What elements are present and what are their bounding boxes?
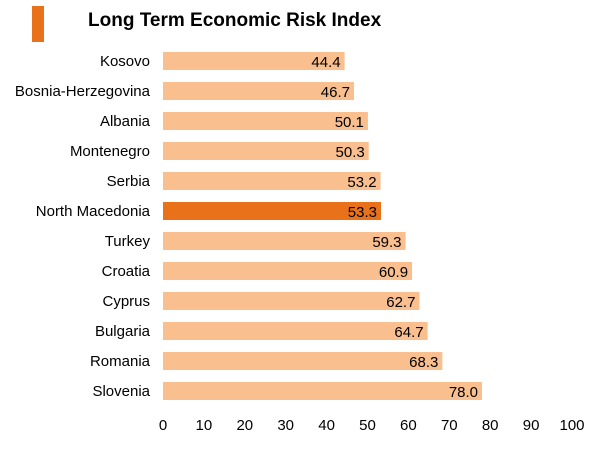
x-tick-label-1: 10 [196, 417, 213, 434]
bar-5 [163, 202, 381, 220]
x-tick-label-5: 50 [359, 417, 376, 434]
bar-6 [163, 232, 406, 250]
bar-8 [163, 292, 420, 310]
x-tick-label-8: 80 [482, 417, 499, 434]
category-label-11: Slovenia [92, 383, 150, 400]
category-label-8: Cyprus [102, 293, 150, 310]
x-tick-label-7: 70 [441, 417, 458, 434]
category-label-2: Albania [100, 113, 151, 130]
value-label-3: 50.3 [336, 144, 365, 161]
x-tick-label-10: 100 [559, 417, 584, 434]
value-label-10: 68.3 [409, 354, 438, 371]
category-label-10: Romania [90, 353, 151, 370]
bar-0 [163, 52, 345, 70]
title-accent-bar [32, 6, 44, 42]
value-label-6: 59.3 [372, 234, 401, 251]
value-label-1: 46.7 [321, 84, 350, 101]
category-label-0: Kosovo [100, 53, 150, 70]
bar-4 [163, 172, 381, 190]
category-label-1: Bosnia-Herzegovina [15, 83, 151, 100]
value-label-0: 44.4 [311, 54, 340, 71]
category-label-4: Serbia [107, 173, 151, 190]
bar-2 [163, 112, 368, 130]
x-tick-label-9: 90 [523, 417, 540, 434]
category-label-3: Montenegro [70, 143, 150, 160]
category-label-9: Bulgaria [95, 323, 151, 340]
bar-7 [163, 262, 413, 280]
bar-11 [163, 382, 483, 400]
value-label-8: 62.7 [386, 294, 415, 311]
value-label-11: 78.0 [449, 384, 478, 401]
value-label-2: 50.1 [335, 114, 364, 131]
x-tick-label-3: 30 [277, 417, 294, 434]
x-tick-label-6: 60 [400, 417, 417, 434]
x-tick-label-2: 20 [236, 417, 253, 434]
value-label-7: 60.9 [379, 264, 408, 281]
x-tick-label-4: 40 [318, 417, 335, 434]
value-label-4: 53.2 [347, 174, 376, 191]
category-label-5: North Macedonia [36, 203, 151, 220]
bar-3 [163, 142, 369, 160]
bar-1 [163, 82, 355, 100]
category-label-7: Croatia [102, 263, 151, 280]
bar-10 [163, 352, 443, 370]
value-label-9: 64.7 [394, 324, 423, 341]
chart-title: Long Term Economic Risk Index [88, 10, 382, 31]
bar-9 [163, 322, 428, 340]
x-tick-label-0: 0 [159, 417, 167, 434]
category-label-6: Turkey [105, 233, 151, 250]
value-label-5: 53.3 [348, 204, 377, 221]
